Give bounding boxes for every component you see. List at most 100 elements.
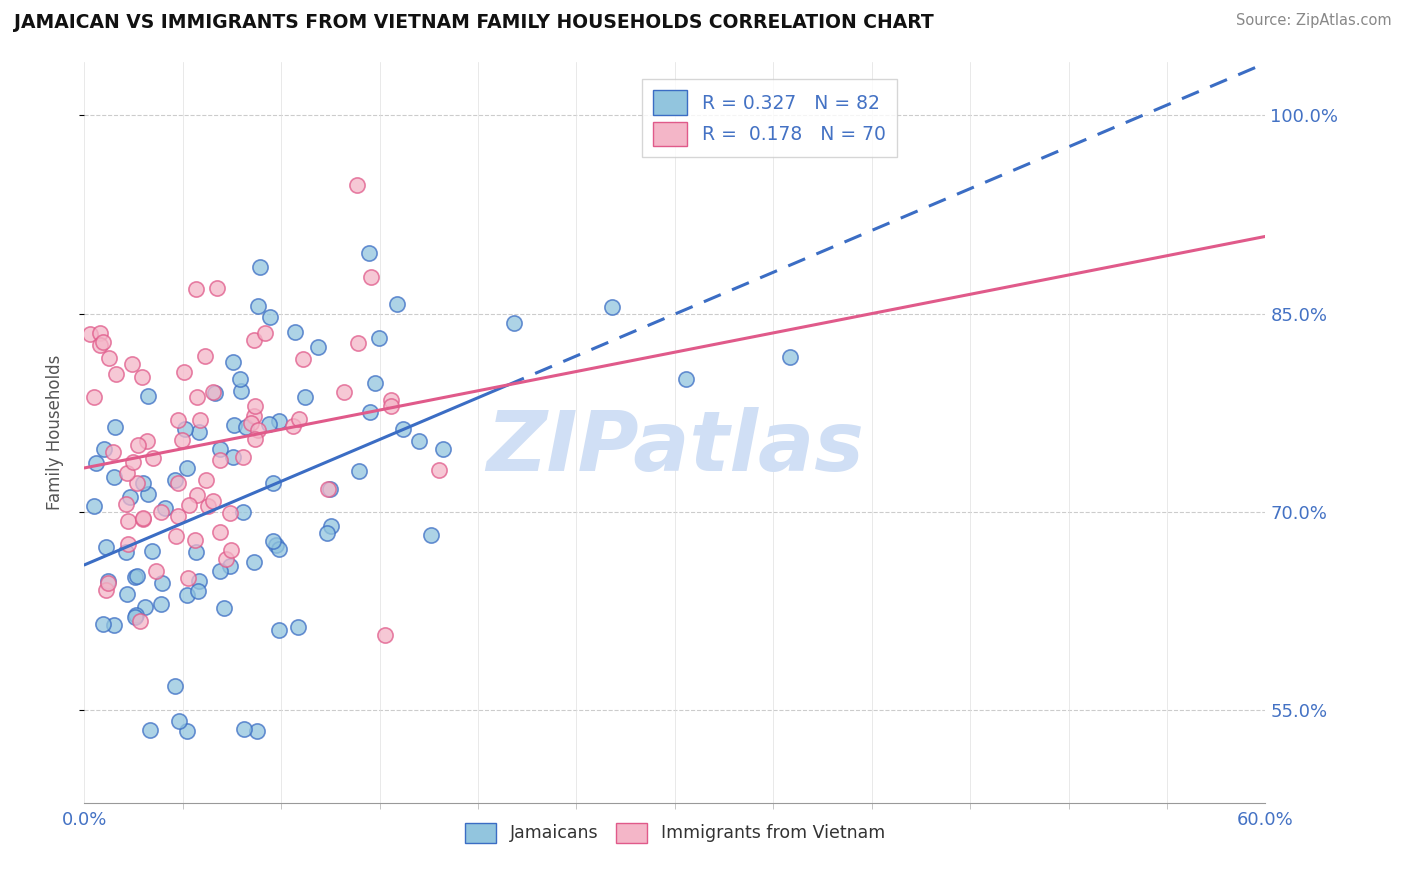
- Point: [136, 487, 159, 501]
- Point: [359, 246, 381, 260]
- Point: [267, 623, 290, 637]
- Point: [172, 433, 194, 447]
- Point: [167, 714, 190, 729]
- Point: [246, 423, 269, 437]
- Point: [114, 497, 136, 511]
- Point: [79, 326, 101, 341]
- Point: [319, 519, 342, 533]
- Point: [360, 269, 382, 284]
- Point: [197, 499, 219, 513]
- Point: [176, 589, 198, 603]
- Point: [385, 297, 408, 311]
- Point: [600, 300, 623, 314]
- Point: [91, 616, 114, 631]
- Point: [83, 390, 105, 404]
- Point: [204, 386, 226, 401]
- Point: [136, 389, 159, 403]
- Point: [174, 422, 197, 436]
- Point: [219, 559, 242, 574]
- Point: [364, 376, 387, 390]
- Point: [283, 418, 305, 433]
- Point: [284, 325, 307, 339]
- Point: [83, 499, 105, 513]
- Point: [165, 529, 187, 543]
- Point: [179, 498, 201, 512]
- Point: [139, 723, 162, 738]
- Point: [136, 434, 159, 448]
- Point: [173, 365, 195, 379]
- Point: [124, 570, 146, 584]
- Point: [242, 409, 264, 424]
- Point: [186, 390, 208, 404]
- Text: ZIPatlas: ZIPatlas: [486, 407, 863, 488]
- Point: [380, 393, 402, 408]
- Point: [316, 525, 339, 540]
- Point: [359, 405, 381, 419]
- Point: [145, 564, 167, 578]
- Point: [167, 508, 190, 523]
- Point: [779, 351, 801, 365]
- Point: [177, 571, 200, 585]
- Point: [141, 544, 163, 558]
- Text: JAMAICAN VS IMMIGRANTS FROM VIETNAM FAMILY HOUSEHOLDS CORRELATION CHART: JAMAICAN VS IMMIGRANTS FROM VIETNAM FAMI…: [14, 13, 934, 32]
- Point: [209, 564, 232, 578]
- Point: [115, 545, 138, 559]
- Point: [380, 399, 402, 413]
- Point: [97, 575, 120, 590]
- Point: [105, 367, 128, 381]
- Point: [103, 617, 125, 632]
- Point: [374, 627, 396, 641]
- Point: [420, 528, 443, 542]
- Legend: Jamaicans, Immigrants from Vietnam: Jamaicans, Immigrants from Vietnam: [458, 815, 891, 850]
- Point: [262, 534, 284, 549]
- Point: [194, 350, 217, 364]
- Point: [247, 299, 270, 313]
- Point: [432, 442, 454, 456]
- Point: [222, 450, 245, 464]
- Point: [131, 370, 153, 384]
- Point: [347, 464, 370, 478]
- Point: [134, 599, 156, 614]
- Point: [117, 587, 139, 601]
- Point: [89, 337, 111, 351]
- Point: [262, 476, 284, 491]
- Point: [115, 467, 138, 481]
- Point: [93, 442, 115, 456]
- Point: [190, 413, 212, 427]
- Point: [427, 463, 450, 477]
- Point: [176, 723, 198, 738]
- Point: [294, 390, 316, 404]
- Point: [269, 414, 291, 428]
- Point: [184, 545, 207, 559]
- Point: [165, 679, 187, 693]
- Point: [153, 500, 176, 515]
- Point: [132, 512, 155, 526]
- Point: [218, 507, 240, 521]
- Point: [91, 334, 114, 349]
- Point: [187, 425, 209, 439]
- Point: [391, 422, 413, 436]
- Point: [150, 597, 173, 611]
- Point: [307, 341, 329, 355]
- Point: [127, 438, 149, 452]
- Point: [187, 584, 209, 599]
- Point: [125, 608, 148, 623]
- Point: [201, 493, 224, 508]
- Point: [347, 336, 370, 351]
- Point: [243, 333, 266, 347]
- Point: [84, 456, 107, 470]
- Point: [124, 609, 146, 624]
- Point: [287, 620, 309, 634]
- Point: [222, 418, 245, 433]
- Point: [245, 399, 267, 413]
- Point: [215, 551, 238, 566]
- Point: [291, 351, 314, 366]
- Point: [219, 542, 242, 557]
- Point: [96, 540, 118, 554]
- Point: [167, 413, 190, 427]
- Point: [89, 326, 111, 341]
- Point: [103, 470, 125, 484]
- Point: [232, 505, 254, 519]
- Point: [368, 331, 391, 345]
- Point: [166, 475, 188, 490]
